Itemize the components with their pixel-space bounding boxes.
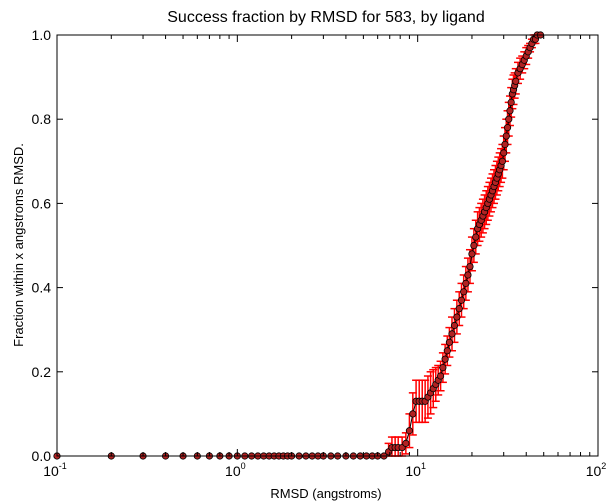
y-tick-label: 0.4 bbox=[32, 280, 52, 296]
data-point bbox=[506, 107, 514, 115]
data-point bbox=[512, 77, 520, 85]
y-tick-label: 0.0 bbox=[32, 448, 52, 464]
data-point bbox=[441, 355, 449, 363]
chart-title: Success fraction by RMSD for 583, by lig… bbox=[167, 9, 484, 26]
data-point bbox=[450, 321, 459, 330]
data-point bbox=[455, 305, 463, 313]
y-tick-label: 0.6 bbox=[32, 195, 52, 211]
data-point bbox=[402, 439, 410, 447]
y-axis-label: Fraction within x angstroms RMSD. bbox=[11, 143, 26, 347]
data-point bbox=[502, 132, 510, 140]
data-point bbox=[457, 296, 466, 304]
data-point bbox=[464, 271, 472, 279]
x-axis-label: RMSD (angstroms) bbox=[270, 486, 381, 501]
y-tick-label: 1.0 bbox=[32, 27, 52, 43]
x-tick-label: 10-1 bbox=[43, 461, 67, 479]
data-point bbox=[472, 233, 480, 241]
y-tick-label: 0.8 bbox=[32, 111, 52, 127]
data-point bbox=[501, 140, 509, 149]
plot-frame bbox=[56, 34, 599, 457]
data-point bbox=[409, 410, 417, 418]
data-point bbox=[507, 98, 515, 106]
data-point bbox=[505, 115, 513, 123]
y-tick-label: 0.2 bbox=[32, 364, 52, 380]
data-point bbox=[503, 124, 512, 132]
data-point bbox=[500, 149, 508, 157]
data-point bbox=[436, 372, 445, 380]
data-point bbox=[498, 157, 506, 165]
data-point bbox=[468, 250, 476, 258]
data-point bbox=[460, 288, 468, 296]
data-point bbox=[443, 347, 451, 355]
plot-area bbox=[53, 31, 598, 460]
data-point bbox=[445, 338, 454, 346]
data-point bbox=[405, 427, 414, 435]
x-tick-label: 102 bbox=[586, 461, 607, 479]
data-point bbox=[466, 262, 474, 271]
axes: 0.0 0.2 0.4 0.6 0.8 1.0 10-1 100 101 102 bbox=[32, 27, 607, 479]
data-point bbox=[462, 279, 470, 287]
x-tick-label: 101 bbox=[405, 461, 426, 479]
data-point bbox=[448, 330, 456, 338]
x-tick-label: 100 bbox=[225, 461, 246, 479]
data-point bbox=[439, 363, 447, 372]
data-point bbox=[470, 241, 478, 250]
data-point bbox=[453, 313, 461, 321]
